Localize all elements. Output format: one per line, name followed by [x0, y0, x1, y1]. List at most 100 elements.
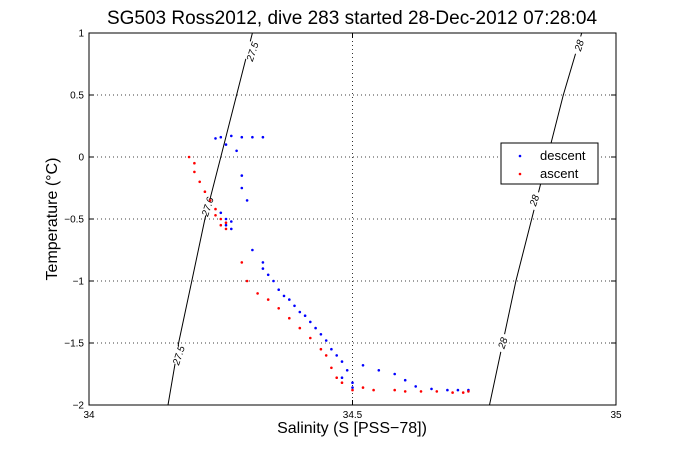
ascent-point	[330, 366, 333, 370]
contour-label-background	[494, 332, 512, 354]
ascent-point	[245, 279, 249, 283]
ascent-point	[435, 390, 439, 393]
descent-point	[230, 227, 233, 231]
y-axis-label: Temperature (°C)	[44, 158, 61, 281]
descent-point	[309, 320, 312, 324]
descent-point	[319, 333, 323, 336]
descent-point	[361, 364, 365, 367]
ascent-point	[240, 261, 244, 264]
x-tick-label: 35	[610, 410, 622, 421]
descent-point	[393, 372, 397, 376]
descent-point	[351, 386, 354, 389]
descent-point	[430, 387, 433, 391]
descent-point	[224, 217, 228, 221]
series-ascent	[187, 155, 470, 394]
axis-ticks: 34 34.5 35 −2 −1.5 −1 −0.5 0 0.5 1	[64, 29, 622, 422]
ascent-point	[266, 298, 270, 301]
ascent-point	[393, 388, 397, 392]
descent-point	[261, 135, 265, 139]
ascent-point	[351, 388, 354, 392]
descent-point	[266, 273, 270, 277]
y-tick-label: −0.5	[64, 215, 84, 226]
ascent-point	[361, 386, 365, 389]
ascent-point	[203, 190, 207, 193]
legend-marker-ascent	[518, 172, 522, 176]
descent-point	[272, 279, 275, 283]
descent-point	[245, 199, 249, 202]
ascent-point	[372, 388, 375, 392]
descent-point	[240, 174, 244, 177]
y-tick-label: 0	[78, 153, 84, 164]
descent-point	[456, 388, 460, 392]
data-points	[187, 134, 470, 394]
ascent-point	[198, 180, 201, 184]
contour-label-background	[243, 41, 261, 63]
y-tick-label: −2	[73, 401, 85, 412]
descent-point	[414, 385, 418, 388]
descent-point	[240, 135, 244, 139]
descent-point	[314, 326, 317, 330]
ascent-point	[256, 292, 259, 295]
descent-point	[230, 134, 233, 138]
ascent-point	[193, 170, 196, 174]
legend: descent ascent	[500, 142, 599, 185]
descent-point	[224, 143, 228, 146]
ascent-point	[451, 391, 454, 394]
contour-label: 28	[496, 336, 510, 351]
ascent-point	[309, 336, 312, 340]
descent-point	[251, 135, 254, 139]
ascent-point	[324, 354, 328, 357]
descent-point	[298, 310, 302, 314]
contour-label-background	[570, 34, 588, 56]
contour-label-background	[199, 196, 217, 218]
descent-point	[282, 294, 286, 298]
ascent-point	[187, 155, 191, 159]
y-tick-label: −1	[73, 277, 85, 288]
x-tick-label: 34	[83, 410, 95, 421]
ascent-point	[335, 376, 339, 380]
descent-point	[330, 347, 333, 351]
contour-label-background	[525, 189, 543, 211]
descent-point	[377, 369, 381, 372]
descent-point	[235, 149, 238, 153]
descent-point	[219, 211, 223, 215]
density-contour-27.5	[167, 32, 253, 406]
ascent-point	[467, 390, 470, 393]
legend-label-descent: descent	[540, 148, 586, 163]
y-tick-label: 1	[78, 29, 84, 40]
legend-marker-descent	[518, 154, 522, 158]
chart-title: SG503 Ross2012, dive 283 started 28-Dec-…	[107, 8, 598, 29]
ascent-point	[214, 214, 217, 217]
ascent-point	[277, 307, 281, 310]
descent-point	[403, 378, 407, 382]
legend-label-ascent: ascent	[540, 166, 579, 181]
series-descent	[214, 134, 470, 392]
ascent-point	[288, 316, 291, 320]
contour-label-background	[170, 344, 188, 366]
descent-point	[335, 354, 339, 357]
descent-point	[240, 186, 244, 190]
descent-point	[277, 288, 281, 292]
descent-point	[214, 137, 217, 140]
ascent-point	[224, 227, 228, 231]
contour-label: 28	[528, 193, 542, 208]
contour-label: 28	[573, 38, 587, 53]
y-tick-label: 0.5	[70, 91, 84, 102]
ascent-point	[219, 217, 223, 221]
descent-point	[219, 135, 223, 139]
descent-point	[261, 261, 265, 264]
descent-point	[324, 339, 328, 342]
ascent-point	[403, 390, 407, 393]
descent-point	[261, 267, 265, 270]
y-tick-label: −1.5	[64, 339, 84, 350]
descent-point	[303, 314, 307, 318]
x-axis-label: Salinity (S [PSS−78])	[277, 420, 427, 437]
ascent-point	[319, 347, 323, 351]
descent-point	[224, 223, 228, 227]
descent-point	[446, 388, 449, 392]
descent-point	[351, 381, 354, 385]
ascent-point	[298, 326, 302, 330]
descent-point	[293, 304, 296, 308]
